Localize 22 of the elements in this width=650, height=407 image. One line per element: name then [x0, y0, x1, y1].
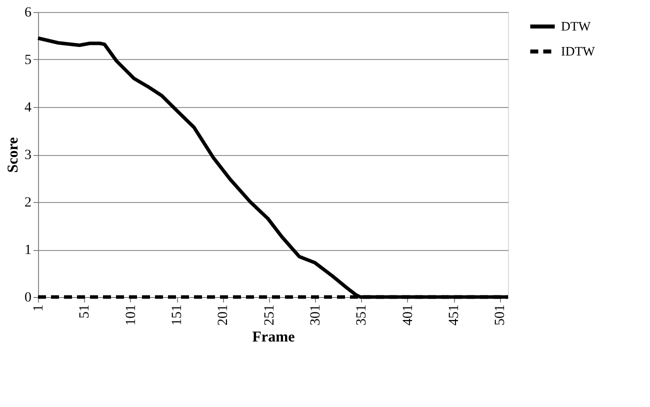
x-tick-label: 101 [124, 304, 139, 326]
x-tick-label: 451 [447, 304, 462, 326]
y-tick-label: 2 [24, 196, 32, 210]
legend-label: IDTW [561, 44, 596, 58]
y-tick-label: 6 [24, 6, 32, 20]
y-tick-label: 3 [24, 148, 32, 163]
x-tick-label: 201 [216, 304, 232, 326]
y-axis-title: Score [6, 136, 22, 173]
legend-label: DTW [561, 18, 592, 34]
x-tick-label: 351 [354, 304, 370, 326]
x-tick-label: 301 [308, 304, 324, 326]
x-tick-label: 151 [170, 304, 186, 326]
y-tick-label: 1 [24, 243, 32, 258]
x-tick-label: 401 [400, 304, 416, 326]
y-tick-label: 4 [24, 100, 32, 116]
x-tick-label: 51 [78, 304, 93, 318]
x-tick-label: 1 [32, 304, 46, 312]
x-axis-title: Frame [252, 330, 296, 346]
y-tick-label: 5 [24, 53, 32, 68]
x-tick-label: 501 [493, 304, 508, 326]
x-tick-label: 251 [262, 304, 278, 326]
y-tick-label: 0 [24, 290, 32, 306]
